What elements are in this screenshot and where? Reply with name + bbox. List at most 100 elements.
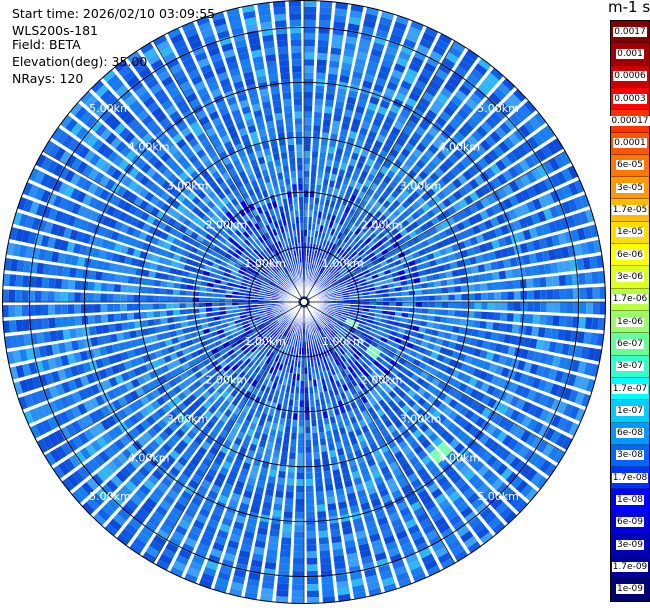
- ray-bin: [87, 315, 96, 325]
- ray-bin: [481, 292, 488, 301]
- ray-bin: [446, 100, 459, 112]
- ray-bin: [416, 44, 430, 56]
- ray-bin: [480, 311, 488, 320]
- ray-bin: [346, 222, 354, 230]
- ray-bin: [451, 178, 463, 189]
- ray-bin: [392, 209, 401, 218]
- ray-bin: [212, 298, 219, 302]
- ray-bin: [379, 99, 391, 110]
- ray-bin: [275, 490, 285, 498]
- ray-bin: [472, 319, 481, 328]
- ray-bin: [331, 541, 344, 550]
- ray-bin: [313, 445, 320, 453]
- ray-bin: [325, 93, 335, 101]
- ray-bin: [288, 458, 296, 466]
- ray-bin: [329, 257, 335, 265]
- ray-bin: [422, 91, 435, 103]
- ray-bin: [49, 264, 58, 276]
- ray-bin: [525, 277, 534, 288]
- ray-bin: [373, 201, 382, 210]
- ray-bin: [500, 312, 508, 322]
- ray-bin: [296, 485, 304, 493]
- ray-bin: [405, 97, 417, 108]
- ray-bin: [553, 288, 561, 300]
- ray-bin: [321, 125, 330, 134]
- ray-bin: [304, 85, 314, 93]
- ray-bin: [75, 327, 84, 338]
- ray-bin: [531, 326, 540, 337]
- ray-bin: [304, 131, 312, 139]
- ray-bin: [316, 258, 321, 266]
- ray-bin: [423, 148, 435, 160]
- ray-bin: [466, 73, 480, 86]
- ray-bin: [313, 458, 322, 466]
- ray-bin: [93, 304, 101, 313]
- ray-bin: [364, 108, 375, 118]
- ray-bin: [441, 302, 449, 309]
- ray-bin: [8, 274, 17, 287]
- ray-bin: [460, 310, 468, 318]
- ray-bin: [166, 296, 173, 302]
- ray-bin: [579, 287, 587, 300]
- ray-bin: [331, 535, 342, 544]
- ray-bin: [114, 323, 123, 332]
- ray-bin: [400, 189, 410, 199]
- ray-bin: [335, 94, 346, 103]
- ray-bin: [363, 193, 371, 203]
- ray-bin: [315, 484, 324, 493]
- ray-bin: [373, 227, 382, 236]
- ray-bin: [513, 302, 521, 312]
- ray-bin: [350, 152, 359, 161]
- ray-bin: [353, 64, 365, 74]
- ray-bin: [267, 475, 277, 484]
- ray-bin: [74, 304, 82, 315]
- ray-bin: [319, 198, 325, 206]
- ray-bin: [330, 40, 343, 49]
- ray-bin: [273, 503, 283, 511]
- ray-bin: [389, 104, 401, 114]
- ray-bin: [309, 197, 314, 204]
- ray-bin: [376, 302, 383, 306]
- ray-bin: [352, 253, 360, 261]
- ray-bin: [376, 105, 388, 116]
- ray-bin: [341, 156, 350, 165]
- ray-bin: [306, 557, 318, 565]
- ray-bin: [471, 328, 480, 338]
- ray-bin: [484, 135, 497, 148]
- ray-bin: [558, 274, 567, 286]
- ray-bin: [319, 543, 331, 551]
- ray-bin: [356, 205, 364, 214]
- ray-bin: [108, 323, 116, 333]
- ray-bin: [108, 273, 116, 283]
- ray-bin: [365, 158, 375, 167]
- ray-bin: [402, 307, 409, 312]
- ray-bin: [447, 153, 459, 165]
- ray-bin: [578, 316, 586, 329]
- ray-bin: [389, 33, 403, 44]
- ray-bin: [317, 282, 323, 288]
- ray-bin: [316, 504, 326, 512]
- ray-bin: [305, 413, 311, 421]
- ray-bin: [304, 151, 311, 158]
- ray-bin: [499, 280, 508, 290]
- ray-bin: [311, 144, 319, 152]
- ray-bin: [61, 279, 69, 290]
- ray-bin: [15, 274, 23, 288]
- ray-bin: [280, 457, 288, 466]
- ray-bin: [439, 110, 451, 122]
- ray-bin: [435, 38, 450, 51]
- ray-bin: [578, 272, 586, 285]
- ray-bin: [378, 205, 387, 214]
- ray-bin: [304, 190, 309, 198]
- ray-bin: [330, 214, 337, 223]
- ray-bin: [305, 420, 311, 427]
- ray-bin: [475, 106, 488, 120]
- ray-bin: [316, 281, 322, 288]
- ray-bin: [354, 219, 362, 228]
- ray-bin: [305, 492, 315, 499]
- ray-bin: [358, 127, 369, 136]
- ray-bin: [336, 175, 344, 183]
- ray-bin: [336, 210, 344, 218]
- ray-bin: [317, 266, 322, 273]
- ray-bin: [369, 124, 380, 134]
